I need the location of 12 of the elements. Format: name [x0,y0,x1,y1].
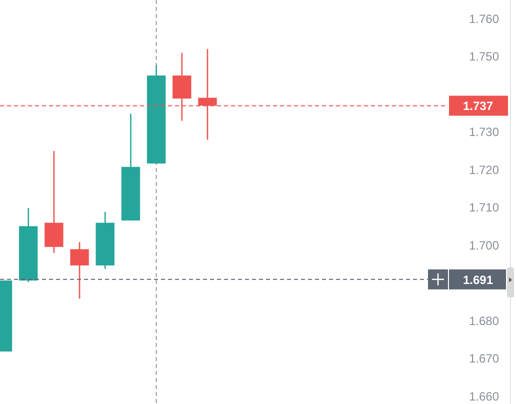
ref-line-label: 1.691 [462,272,494,287]
y-tick-label: 1.700 [468,238,500,252]
y-tick-label: 1.730 [468,125,500,140]
y-tick-label: 1.680 [468,314,500,328]
candlestick [70,241,89,300]
y-tick-label: 1.720 [468,162,500,177]
y-tick-label: 1.750 [468,50,500,64]
ref-line-label: 1.737 [462,99,494,114]
y-tick-label: 1.760 [468,12,500,26]
y-tick-label: 1.710 [468,200,500,215]
y-tick-label: 1.670 [468,352,500,366]
y-tick-label: 1.660 [468,389,500,404]
